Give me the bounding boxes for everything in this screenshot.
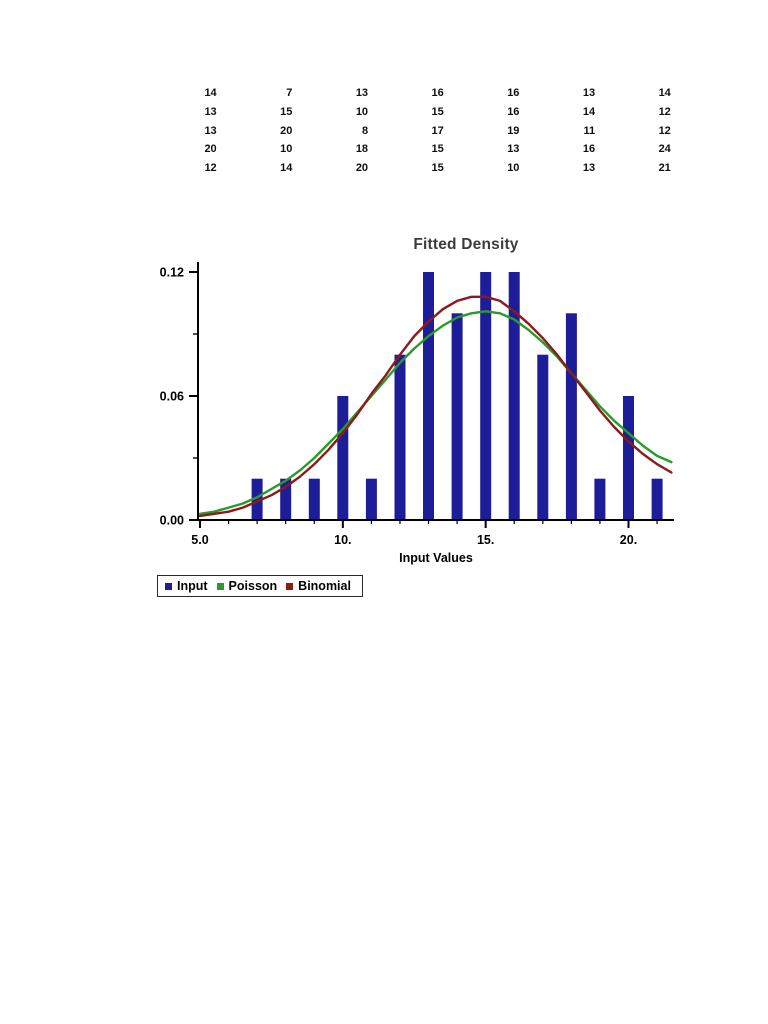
table-cell: 15 [431,162,444,175]
table-cell: 12 [204,162,217,175]
legend-item-poisson: Poisson [216,579,278,593]
binomial-curve [198,295,673,518]
table-cell: 21 [658,162,671,175]
table-cell: 13 [582,162,596,175]
histogram-bar [251,478,263,520]
table-cell: 13 [507,143,520,156]
table-row: 20 10 18 15 13 16 24 [141,140,671,159]
chart-title: Fitted Density [413,236,519,253]
table-row: 13 20 8 17 19 11 12 [141,122,671,141]
x-tick-label: 15. [477,533,494,547]
histogram-bar [365,478,377,520]
table-cell: 20 [204,143,217,156]
y-tick-label: 0.00 [160,514,184,528]
table-cell: 15 [280,105,293,118]
table-cell: 12 [658,124,671,137]
table-cell: 20 [355,162,369,175]
table-cell: 8 [361,124,369,137]
table-cell: 20 [280,124,293,137]
histogram-bar [308,478,320,520]
table-cell: 16 [507,105,520,118]
histogram-bar [537,354,549,520]
x-tick-label: 5.0 [191,533,208,547]
histogram-bar [423,272,434,520]
histogram-bar [280,478,292,520]
table-cell: 10 [280,143,293,156]
table-cell: 17 [431,124,444,137]
x-tick-label: 20. [620,533,637,547]
table-cell: 18 [355,143,369,156]
histogram-bar [508,272,520,520]
table-cell: 10 [507,162,520,175]
density-chart-svg: 0.00 0.06 0.12 5.0 10. 15. 20. [160,262,674,547]
table-cell: 16 [507,87,520,99]
legend-label: Input [177,579,208,593]
legend-item-binomial: Binomial [286,579,351,593]
poisson-curve [198,310,673,515]
legend-label: Binomial [298,579,351,593]
chart-legend: Input Poisson Binomial [157,575,363,597]
table-cell: 10 [355,105,369,118]
table-cell: 14 [204,87,217,99]
table-row: 12 14 20 15 10 13 21 [141,159,671,178]
histogram-bar [394,354,406,520]
table-cell: 14 [658,87,671,99]
table-cell: 16 [582,143,596,156]
y-tick-label: 0.12 [160,266,184,280]
table-cell: 7 [286,87,293,99]
histogram-bar [337,396,349,520]
legend-item-input: Input [165,579,208,593]
table-cell: 16 [431,87,444,99]
input-data-table: 14 7 13 16 16 13 14 13 15 10 15 16 14 12 13 20 8 17 19 11 12… [141,84,671,178]
histogram-bar [480,272,492,520]
table-cell: 11 [583,124,596,137]
table-cell: 19 [507,124,520,137]
table-cell: 24 [658,143,671,156]
histogram-bar [594,478,606,520]
table-cell: 13 [204,105,217,118]
table-cell: 13 [204,124,217,137]
x-tick-label: 10. [334,533,351,547]
poisson-swatch-icon [216,582,224,590]
histogram-bar [451,313,463,520]
table-cell: 14 [280,162,293,175]
table-cell: 15 [431,105,444,118]
table-cell: 14 [582,105,596,118]
binomial-swatch-icon [286,582,294,590]
y-tick-label: 0.06 [160,390,184,404]
input-swatch-icon [165,582,172,590]
histogram-bar [565,313,577,520]
histogram-bar [623,396,634,520]
table-row: 13 15 10 15 16 14 12 [141,103,671,122]
histogram-bar [651,478,663,520]
x-axis-label: Input Values [399,551,473,565]
legend-label: Poisson [228,579,278,593]
table-cell: 13 [582,87,596,99]
table-row: 14 7 13 16 16 13 14 [141,84,671,103]
table-cell: 15 [431,143,444,156]
table-cell: 13 [355,87,369,99]
table-cell: 12 [658,105,671,118]
